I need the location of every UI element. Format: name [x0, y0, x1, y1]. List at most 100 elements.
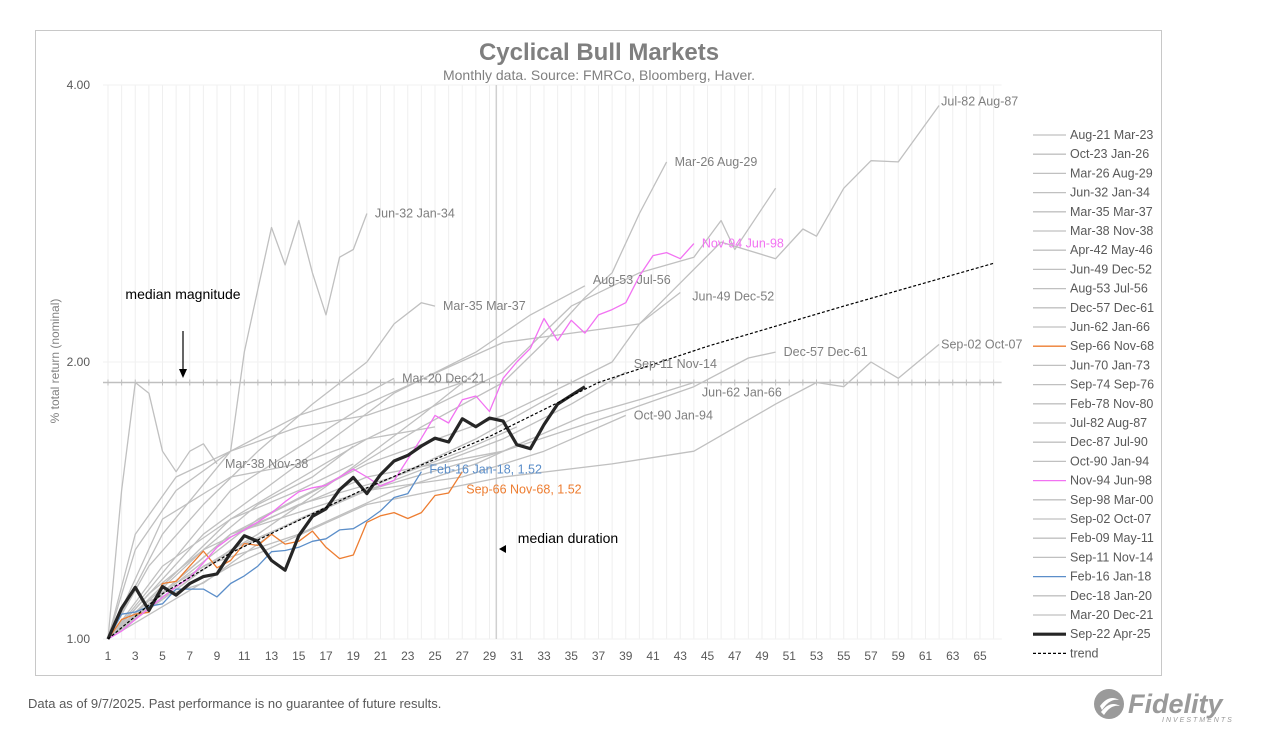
- legend-label-dec-57-dec-61: Dec-57 Dec-61: [1070, 301, 1154, 315]
- annotations: median magnitude median duration: [125, 286, 618, 553]
- x-tick-label: 25: [428, 649, 442, 663]
- legend-label-apr-42-may-46: Apr-42 May-46: [1070, 243, 1153, 257]
- series-line-dec-57-dec-61: [107, 351, 776, 640]
- series-line-sep-22-apr-25: [106, 385, 586, 640]
- series-line-apr-42-may-46: [107, 187, 777, 640]
- x-tick-label: 53: [810, 649, 824, 663]
- series-label-jun-62-jan-66: Jun-62 Jan-66: [702, 385, 782, 399]
- legend-label-jun-70-jan-73: Jun-70 Jan-73: [1070, 358, 1150, 372]
- series-line-mar-38-nov-38: [107, 381, 218, 640]
- series-label-jun-32-jan-34: Jun-32 Jan-34: [375, 207, 455, 221]
- series-line-jun-62-jan-66: [107, 381, 695, 640]
- x-tick-label: 65: [973, 649, 987, 663]
- legend-label-jun-49-dec-52: Jun-49 Dec-52: [1070, 262, 1152, 276]
- x-tick-label: 43: [674, 649, 688, 663]
- x-tick-label: 5: [159, 649, 166, 663]
- x-tick-label: 47: [728, 649, 742, 663]
- median-magnitude-text: median magnitude: [125, 286, 240, 302]
- legend-label-jul-82-aug-87: Jul-82 Aug-87: [1070, 416, 1147, 430]
- legend-label-nov-94-jun-98: Nov-94 Jun-98: [1070, 474, 1152, 488]
- x-tick-label: 41: [646, 649, 660, 663]
- series-label-mar-38-nov-38: Mar-38 Nov-38: [225, 457, 308, 471]
- legend-label-oct-23-jan-26: Oct-23 Jan-26: [1070, 147, 1149, 161]
- chart-frame: Cyclical Bull Markets Monthly data. Sour…: [35, 30, 1162, 676]
- legend-label-mar-35-mar-37: Mar-35 Mar-37: [1070, 205, 1153, 219]
- svg-text:INVESTMENTS: INVESTMENTS: [1162, 717, 1234, 724]
- x-tick-label: 57: [864, 649, 878, 663]
- series-line-sep-74-sep-76: [107, 426, 436, 640]
- series-label-mar-20-dec-21: Mar-20 Dec-21: [402, 371, 485, 385]
- x-tick-label: 59: [892, 649, 906, 663]
- x-tick-label: 37: [592, 649, 606, 663]
- x-tick-label: 33: [537, 649, 551, 663]
- x-tick-label: 1: [105, 649, 112, 663]
- median-duration-arrowhead: [499, 545, 506, 553]
- series-line-sep-66-nov-68: [107, 471, 463, 640]
- series-label-mar-26-aug-29: Mar-26 Aug-29: [675, 155, 758, 169]
- y-tick-label: 4.00: [67, 78, 91, 92]
- y-tick-label: 1.00: [67, 632, 91, 646]
- x-tick-label: 15: [292, 649, 306, 663]
- series-line-sep-02-oct-07: [107, 343, 940, 640]
- legend-label-feb-16-jan-18: Feb-16 Jan-18: [1070, 570, 1151, 584]
- legend-label-sep-02-oct-07: Sep-02 Oct-07: [1070, 512, 1151, 526]
- legend: Aug-21 Mar-23 Oct-23 Jan-26 Mar-26 Aug-29 J…: [1033, 128, 1154, 660]
- x-tick-label: 19: [347, 649, 361, 663]
- legend-label-jun-32-jan-34: Jun-32 Jan-34: [1070, 186, 1150, 200]
- fidelity-logo: Fidelity INVESTMENTS: [1094, 689, 1234, 724]
- legend-label-feb-78-nov-80: Feb-78 Nov-80: [1070, 397, 1153, 411]
- legend-label-mar-38-nov-38: Mar-38 Nov-38: [1070, 224, 1153, 238]
- series-line-feb-16-jan-18: [107, 471, 422, 640]
- median-lines: [103, 85, 1002, 639]
- series-line-dec-18-jan-20: [107, 533, 272, 640]
- series-label-oct-90-jan-94: Oct-90 Jan-94: [634, 408, 713, 422]
- x-tick-label: 31: [510, 649, 524, 663]
- series-label-aug-53-jul-56: Aug-53 Jul-56: [593, 273, 671, 287]
- legend-label-feb-09-may-11: Feb-09 May-11: [1070, 531, 1154, 545]
- x-tick-label: 61: [919, 649, 933, 663]
- legend-label-trend: trend: [1070, 646, 1099, 660]
- series-label-nov-94-jun-98: Nov-94 Jun-98: [702, 237, 784, 251]
- x-tick-label: 51: [783, 649, 797, 663]
- legend-label-sep-98-mar-00: Sep-98 Mar-00: [1070, 493, 1153, 507]
- x-tick-label: 11: [238, 649, 251, 663]
- series-labels: Mar-26 Aug-29 Jun-32 Jan-34 Mar-35 Mar-37 M…: [225, 94, 1022, 496]
- x-tick-label: 63: [946, 649, 960, 663]
- legend-label-mar-26-aug-29: Mar-26 Aug-29: [1070, 166, 1153, 180]
- x-tick-label: 49: [755, 649, 769, 663]
- series-line-feb-78-nov-80: [107, 392, 558, 640]
- x-tick-label: 35: [565, 649, 579, 663]
- y-axis-label: % total return (nominal): [48, 299, 62, 424]
- series-label-jun-49-dec-52: Jun-49 Dec-52: [692, 289, 774, 303]
- x-tick-label: 21: [374, 649, 388, 663]
- series-line-jun-32-jan-34: [107, 213, 368, 640]
- x-tick-label: 27: [456, 649, 470, 663]
- x-tick-label: 39: [619, 649, 633, 663]
- y-tick-label: 2.00: [67, 355, 91, 369]
- legend-label-aug-21-mar-23: Aug-21 Mar-23: [1070, 128, 1153, 142]
- chart-subtitle: Monthly data. Source: FMRCo, Bloomberg, …: [443, 67, 755, 83]
- x-tick-label: 7: [186, 649, 193, 663]
- series-line-sep-98-mar-00: [107, 463, 354, 640]
- x-tick-label: 55: [837, 649, 851, 663]
- svg-text:Fidelity: Fidelity: [1128, 689, 1224, 719]
- series-line-jun-70-jan-73: [107, 426, 518, 640]
- legend-label-sep-66-nov-68: Sep-66 Nov-68: [1070, 339, 1154, 353]
- series-label-dec-57-dec-61: Dec-57 Dec-61: [784, 345, 868, 359]
- series-label-mar-35-mar-37: Mar-35 Mar-37: [443, 299, 526, 313]
- legend-label-sep-11-nov-14: Sep-11 Nov-14: [1070, 550, 1153, 564]
- series-label-sep-66-nov-68: Sep-66 Nov-68, 1.52: [466, 483, 581, 497]
- series-label-sep-11-nov-14: Sep-11 Nov-14: [634, 357, 717, 371]
- series-line-nov-94-jun-98: [107, 243, 695, 640]
- series-label-feb-16-jan-18: Feb-16 Jan-18, 1.52: [429, 463, 542, 477]
- median-magnitude-label: median magnitude: [125, 286, 240, 302]
- cyclical-bull-markets-chart: Cyclical Bull Markets Monthly data. Sour…: [48, 39, 1154, 663]
- series-line-jun-49-dec-52: [107, 291, 681, 640]
- x-tick-label: 3: [132, 649, 139, 663]
- series-line-mar-35-mar-37: [107, 302, 436, 640]
- series-label-sep-02-oct-07: Sep-02 Oct-07: [941, 337, 1022, 351]
- legend-label-sep-22-apr-25: Sep-22 Apr-25: [1070, 627, 1151, 641]
- series-line-aug-53-jul-56: [107, 285, 586, 640]
- footer-disclaimer: Data as of 9/7/2025. Past performance is…: [28, 696, 442, 711]
- series-label-jul-82-aug-87: Jul-82 Aug-87: [941, 94, 1018, 108]
